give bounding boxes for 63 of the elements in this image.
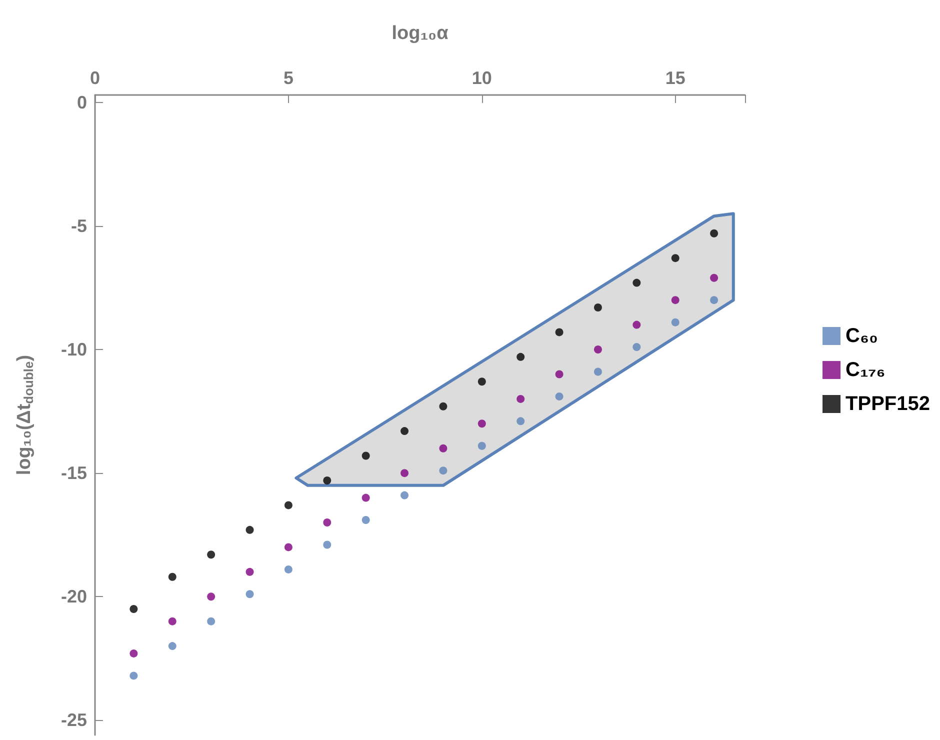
point [439, 444, 448, 452]
point [130, 649, 138, 658]
point [246, 568, 254, 576]
point [168, 642, 176, 650]
legend-label: C₆₀ [846, 325, 878, 347]
point [710, 296, 718, 304]
legend-label: C₁₇₆ [846, 359, 886, 381]
y-tick-label: -10 [60, 340, 87, 360]
point [478, 420, 486, 428]
point [362, 494, 370, 502]
point [555, 392, 564, 400]
x-tick-label: 5 [283, 68, 294, 88]
point [284, 565, 292, 574]
point [632, 278, 641, 287]
point [555, 328, 564, 336]
point [207, 550, 216, 559]
point [284, 543, 292, 552]
point [632, 320, 641, 329]
point [168, 572, 176, 581]
y-tick-label: -20 [60, 586, 87, 607]
point [594, 368, 602, 376]
point [632, 343, 641, 352]
point [323, 476, 332, 484]
point [400, 469, 409, 478]
point [516, 352, 525, 361]
point [130, 604, 138, 613]
point [323, 518, 332, 526]
point [130, 672, 138, 680]
point [323, 540, 332, 549]
point [710, 229, 718, 238]
point [478, 442, 486, 450]
y-tick-label: 0 [76, 92, 87, 112]
y-tick-label: -5 [70, 216, 87, 236]
point [207, 592, 216, 601]
y-tick-label: -15 [60, 463, 87, 484]
point [555, 370, 564, 378]
point [284, 501, 292, 510]
point [671, 296, 680, 304]
point [168, 617, 176, 626]
point [478, 378, 486, 386]
point [516, 417, 525, 426]
point [439, 402, 448, 410]
point [594, 346, 602, 354]
point [400, 491, 409, 500]
point [671, 254, 680, 262]
point [710, 274, 718, 282]
x-tick-label: 10 [472, 68, 492, 88]
x-tick-label: 15 [665, 68, 686, 88]
point [362, 516, 370, 524]
point [594, 304, 602, 312]
legend-label: TPPF152 [846, 393, 930, 415]
point [400, 427, 409, 436]
x-axis-title: log₁₀α [392, 23, 449, 44]
point [207, 617, 216, 626]
point [362, 452, 370, 460]
y-axis-title: log₁₀(Δtdouble) [14, 354, 36, 476]
point [246, 590, 254, 598]
point [516, 394, 525, 403]
point [246, 526, 254, 534]
x-tick-label: 0 [90, 68, 100, 88]
point [439, 466, 448, 475]
point [671, 318, 680, 326]
y-tick-label: -25 [60, 710, 87, 730]
